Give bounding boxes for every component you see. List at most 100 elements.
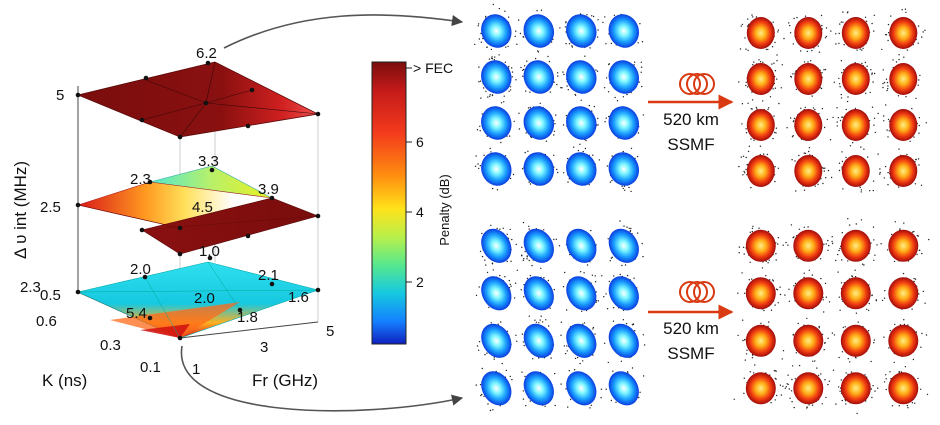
constellation-point (608, 276, 639, 311)
constellation-point (566, 152, 597, 186)
constellation-point (841, 109, 870, 141)
arrow-to-top-constellation (223, 14, 464, 49)
constellation-point (608, 152, 640, 186)
constellation-point (793, 277, 824, 310)
constellation-point (608, 228, 639, 263)
fr-tick-5: 5 (326, 323, 334, 340)
constellation-point (566, 106, 597, 140)
fiber-length-bottom: 520 km (663, 319, 719, 338)
constellation-point (889, 109, 918, 141)
constellation-point (566, 276, 597, 311)
constellation-bottom-before (481, 228, 639, 406)
value-label-mid-3: 3.9 (258, 181, 279, 198)
colorbar-tick-4: 4 (416, 204, 424, 220)
fiber-spool-bottom-icon (679, 281, 715, 303)
constellation-point (889, 155, 918, 187)
value-label-top-1: 6.2 (196, 45, 217, 62)
constellation-point (841, 63, 870, 95)
colorbar: > FEC 6 4 2 Penalty (dB) (371, 60, 453, 345)
constellation-point (888, 324, 919, 357)
constellation-point (794, 63, 823, 95)
constellation-point (746, 109, 775, 141)
fr-tick-1: 1 (192, 361, 200, 378)
constellation-point (841, 155, 870, 187)
k-axis-label: K (ns) (42, 371, 87, 390)
constellation-point (745, 277, 776, 310)
constellation-point (793, 372, 824, 405)
fiber-link-top: 520 km SSMF (648, 73, 734, 154)
fr-axis: 1 3 5 Fr (GHz) (192, 323, 334, 390)
z-tick-2_5: 2.5 (40, 199, 61, 216)
constellation-point (481, 14, 512, 48)
constellation-point (481, 106, 512, 140)
constellation-top-before (481, 14, 640, 186)
k-tick-0_6: 0.6 (36, 313, 57, 330)
value-label-mid-5: 1.0 (199, 243, 220, 260)
value-label-mid-2: 3.3 (198, 153, 219, 170)
constellation-point (745, 372, 776, 405)
constellation-point (481, 60, 512, 94)
value-label-bot-3: 2.1 (258, 267, 279, 284)
constellation-point (566, 14, 597, 48)
constellation-point (523, 371, 554, 406)
colorbar-label: Penalty (dB) (437, 174, 452, 246)
constellation-point (793, 229, 824, 262)
constellation-point (608, 14, 640, 48)
constellation-point (888, 277, 919, 310)
constellation-point (841, 17, 870, 49)
colorbar-tick-fec: > FEC (413, 60, 453, 76)
constellation-point (523, 106, 555, 140)
constellation-point (793, 324, 824, 357)
constellation-point (794, 17, 823, 49)
constellation-point (523, 152, 555, 186)
constellation-point (566, 371, 597, 406)
constellation-point (481, 371, 512, 406)
constellation-point (523, 276, 554, 311)
value-label-bot-7: 1.8 (237, 309, 258, 326)
constellation-point (608, 371, 639, 406)
fiber-type-top: SSMF (667, 135, 714, 154)
fr-tick-3: 3 (260, 339, 268, 356)
constellation-point (840, 372, 871, 405)
constellation-point (794, 155, 823, 187)
value-label-bot-6: 1.6 (288, 289, 309, 306)
fiber-spool-top-icon (679, 73, 715, 95)
colorbar-strip (371, 61, 407, 345)
surface-3d-plot: 6.2 2.3 3.3 3.9 4.5 1.0 2.3 2.0 2.1 5.4 … (11, 45, 334, 390)
constellation-point (888, 372, 919, 405)
plot-dots (75, 60, 321, 341)
constellation-bottom-after (745, 229, 919, 405)
constellation-point (481, 323, 512, 358)
constellation-point (746, 17, 775, 49)
arrow-to-bottom-constellation (180, 345, 464, 412)
k-axis: 0.6 0.3 0.1 K (ns) (36, 313, 161, 390)
constellation-point (523, 323, 554, 358)
fr-axis-label: Fr (GHz) (252, 371, 318, 390)
value-label-bot-2: 2.0 (130, 261, 151, 278)
constellation-point (746, 63, 775, 95)
fiber-type-bottom: SSMF (667, 344, 714, 363)
constellation-point (840, 324, 871, 357)
constellation-point (608, 60, 640, 94)
k-tick-0_1: 0.1 (140, 359, 161, 376)
constellation-point (746, 155, 775, 187)
constellation-point (566, 60, 597, 94)
plane-z0_5 (77, 261, 320, 339)
constellation-point (523, 60, 555, 94)
constellation-top-after (746, 17, 918, 187)
constellation-point (481, 152, 512, 186)
constellation-point (608, 323, 639, 358)
value-label-mid-1: 2.3 (130, 171, 151, 188)
constellation-point (889, 17, 918, 49)
colorbar-tick-2: 2 (416, 274, 424, 290)
z-axis-label: Δ υ int (MHz) (11, 161, 30, 259)
k-tick-0_3: 0.3 (100, 337, 121, 354)
constellation-point (794, 109, 823, 141)
z-tick-0_5: 0.5 (40, 287, 61, 304)
constellation-point (745, 229, 776, 262)
z-axis: 5 2.5 0.5 Δ υ int (MHz) (11, 87, 64, 304)
colorbar-tick-6: 6 (416, 134, 424, 150)
plane-z5 (76, 61, 320, 138)
constellation-point (608, 106, 640, 140)
